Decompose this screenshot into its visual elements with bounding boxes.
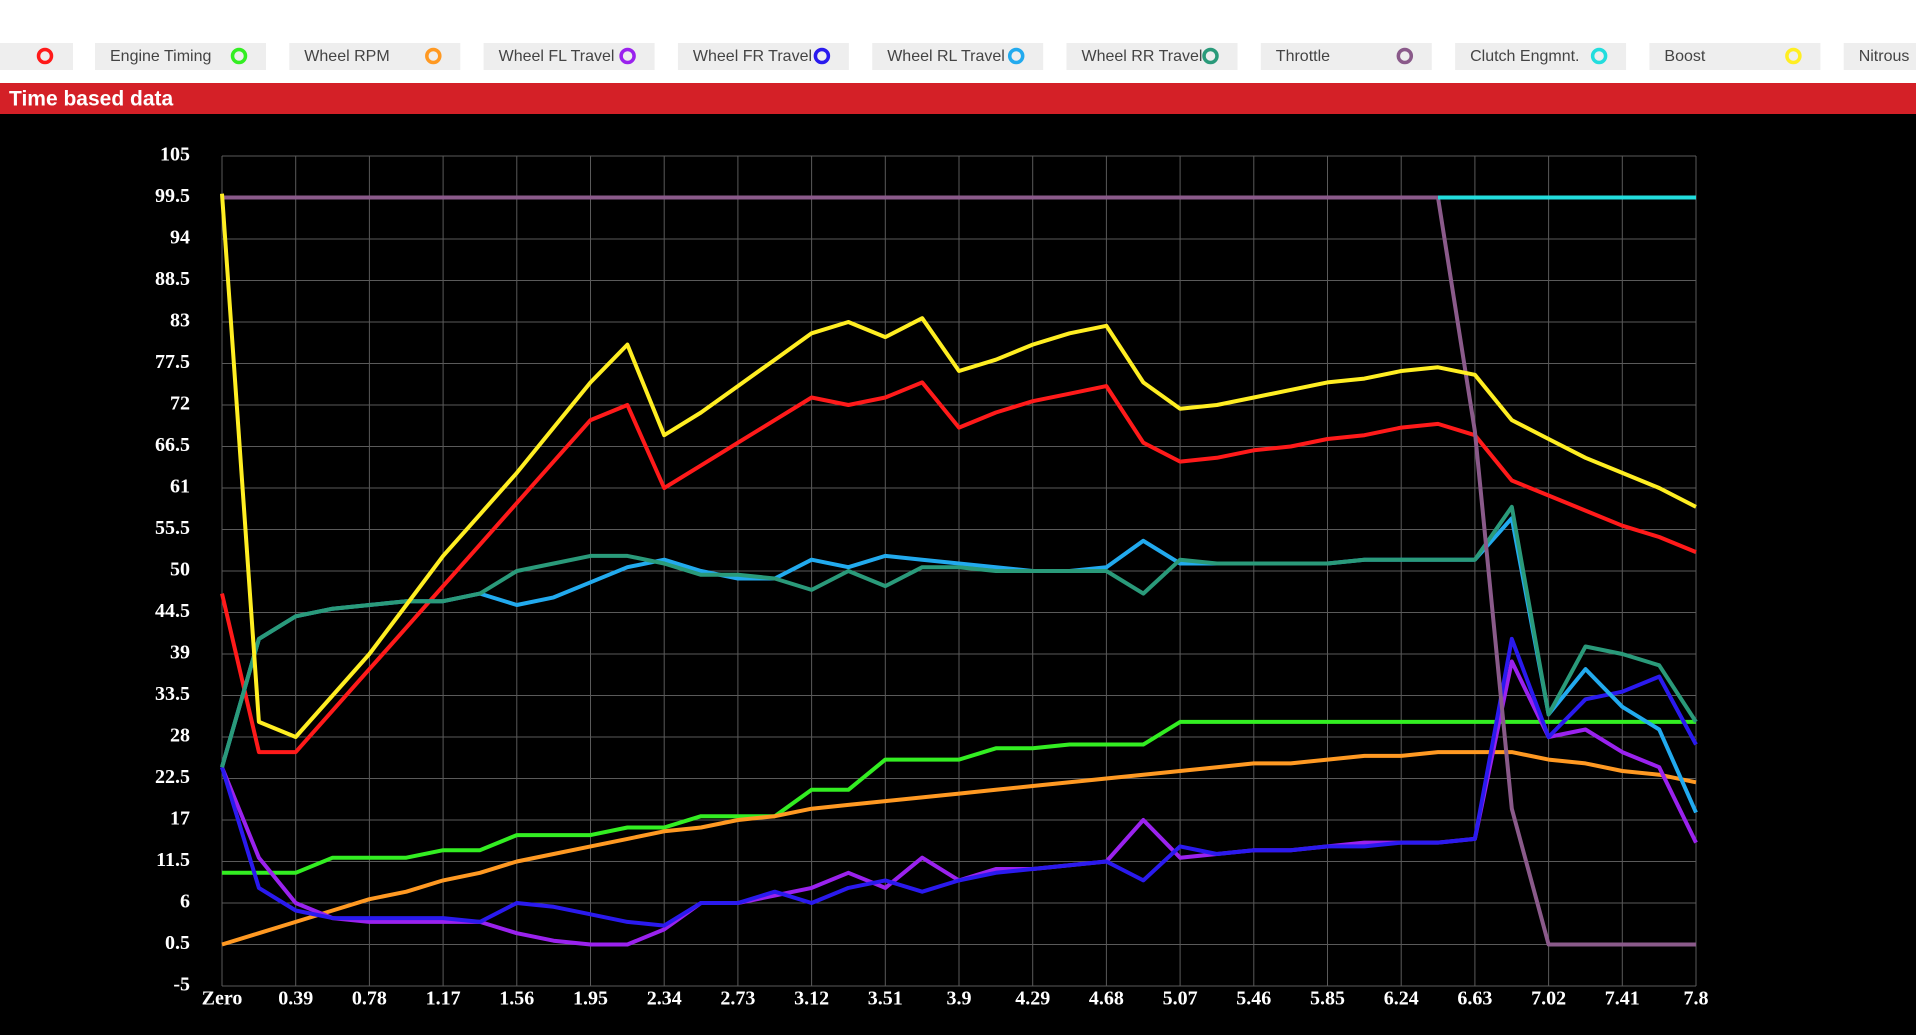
x-tick-label: 1.17 — [426, 988, 461, 1010]
legend-label: Wheel RL Travel — [887, 48, 1005, 65]
x-tick-label: 6.24 — [1384, 988, 1419, 1010]
y-tick-label: 66.5 — [155, 434, 190, 456]
legend-label: Clutch Engmnt. — [1470, 48, 1579, 65]
plot-background — [0, 114, 1916, 1035]
y-tick-label: 72 — [170, 393, 190, 415]
legend-item[interactable] — [95, 43, 266, 70]
legend-marker — [1590, 47, 1608, 65]
legend-item[interactable] — [1260, 43, 1432, 70]
y-tick-label: 22.5 — [155, 766, 190, 788]
x-tick-label: 4.29 — [1015, 988, 1050, 1010]
legend-item[interactable] — [872, 43, 1044, 70]
y-tick-label: -5 — [173, 974, 190, 996]
legend-label: Engine Timing — [110, 48, 211, 65]
x-tick-label: 3.12 — [794, 988, 829, 1010]
legend-marker — [1202, 47, 1219, 65]
data-line — [220, 504, 1698, 768]
legend-item[interactable] — [1455, 43, 1627, 70]
title-bar — [0, 83, 1916, 114]
legend-marker — [1396, 47, 1414, 65]
x-tick-label: 2.34 — [647, 988, 682, 1010]
y-tick-label: 6 — [180, 891, 190, 913]
legend-marker — [425, 47, 442, 65]
x-tick-label: 1.56 — [499, 988, 534, 1010]
x-tick-label: 0.39 — [278, 988, 313, 1010]
y-tick-label: 83 — [170, 310, 190, 332]
legend-marker — [813, 47, 831, 65]
x-tick-label: 7.41 — [1605, 988, 1640, 1010]
legend-label: Throttle — [1276, 48, 1330, 65]
x-tick-label: 3.9 — [947, 988, 972, 1010]
y-tick-label: 28 — [170, 725, 190, 747]
y-tick-label: 105 — [160, 144, 190, 166]
legend-label: Wheel FR Travel — [693, 48, 812, 65]
legend-item[interactable] — [1649, 43, 1821, 70]
legend-marker — [36, 47, 54, 65]
data-line — [220, 193, 1697, 739]
legend-marker — [1007, 47, 1025, 65]
y-tick-label: 17 — [170, 808, 190, 830]
y-tick-label: 50 — [170, 559, 190, 581]
x-tick-label: 0.78 — [352, 988, 387, 1010]
chart-title: Time based data — [9, 88, 173, 111]
y-tick-label: 39 — [170, 642, 190, 664]
x-tick-label: 1.95 — [573, 988, 608, 1010]
x-tick-label: 3.51 — [868, 988, 903, 1010]
data-line — [220, 380, 1697, 755]
y-tick-label: 55.5 — [155, 517, 190, 539]
x-tick-label: 5.85 — [1310, 988, 1345, 1010]
data-line — [222, 719, 1696, 875]
legend-item[interactable] — [677, 43, 849, 70]
legend-item[interactable] — [1843, 43, 1916, 70]
y-tick-label: 33.5 — [155, 683, 190, 705]
y-tick-label: 77.5 — [155, 351, 190, 373]
legend-bar — [0, 0, 1916, 83]
data-line — [220, 636, 1698, 928]
legend-item[interactable] — [0, 43, 73, 70]
x-tick-label: Zero — [202, 988, 243, 1010]
legend-item[interactable] — [1066, 43, 1238, 70]
x-tick-label: 6.63 — [1457, 988, 1492, 1010]
legend-label: Wheel FL Travel — [499, 48, 615, 65]
y-tick-label: 11.5 — [156, 849, 190, 871]
legend-label: Nitrous — [1859, 48, 1910, 65]
x-tick-label: 5.46 — [1236, 988, 1271, 1010]
legend-item[interactable] — [289, 43, 461, 70]
y-tick-label: 94 — [170, 227, 190, 249]
legend-marker — [1785, 47, 1802, 65]
legend-label: Boost — [1664, 48, 1705, 65]
y-tick-label: 88.5 — [155, 268, 190, 290]
legend-label: Wheel RPM — [304, 48, 389, 65]
x-tick-label: 4.68 — [1089, 988, 1124, 1010]
data-line — [221, 750, 1697, 947]
data-line — [222, 195, 1696, 947]
x-tick-label: 5.07 — [1163, 988, 1198, 1010]
legend-label: Wheel RR Travel — [1082, 48, 1203, 65]
x-tick-label: 7.8 — [1684, 988, 1709, 1010]
x-tick-label: 2.73 — [720, 988, 755, 1010]
legend-item[interactable] — [483, 43, 655, 70]
y-tick-label: 0.5 — [165, 932, 190, 954]
x-tick-label: 7.02 — [1531, 988, 1566, 1010]
y-tick-label: 61 — [170, 476, 190, 498]
legend-marker — [619, 47, 636, 65]
y-tick-label: 99.5 — [155, 185, 190, 207]
legend-marker — [230, 47, 248, 65]
y-tick-label: 44.5 — [155, 600, 190, 622]
